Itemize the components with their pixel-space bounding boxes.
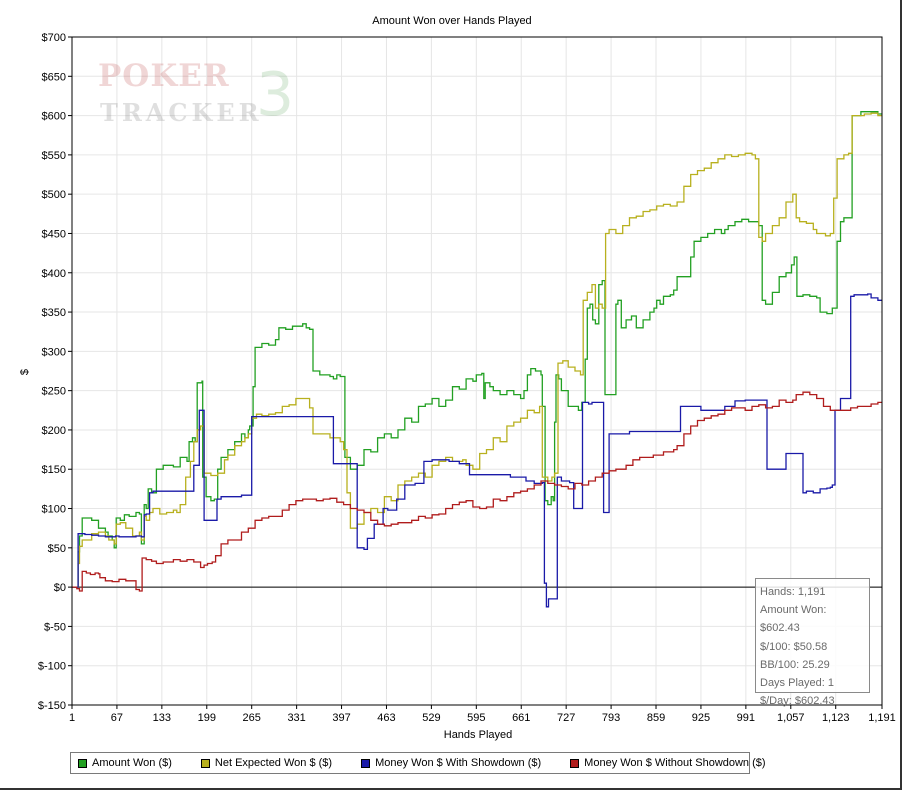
x-tick-label: 265: [243, 712, 261, 724]
y-tick-label: $450: [42, 228, 66, 240]
chart-title: Amount Won over Hands Played: [372, 15, 531, 27]
x-tick-label: 1,191: [868, 712, 896, 724]
stat-amount-won: Amount Won: $602.43: [760, 604, 827, 635]
legend-label: Net Expected Won $ ($): [214, 757, 333, 769]
legend-swatch: [200, 758, 210, 768]
x-tick-label: 199: [198, 712, 216, 724]
y-tick-label: $700: [42, 32, 66, 44]
y-axis-label: $: [19, 369, 31, 375]
stat-per-100: $/100: $50.58: [760, 640, 828, 653]
x-tick-label: 991: [737, 712, 755, 724]
legend-label: Amount Won ($): [92, 757, 172, 769]
x-tick-label: 925: [692, 712, 710, 724]
x-tick-label: 661: [512, 712, 530, 724]
legend-swatch: [570, 758, 580, 768]
legend-label: Money Won $ With Showdown ($): [375, 757, 542, 769]
legend-item-without-showdown[interactable]: Money Won $ Without Showdown ($): [570, 757, 766, 769]
y-tick-label: $600: [42, 111, 66, 123]
x-tick-label: 397: [332, 712, 350, 724]
legend-item-net-expected[interactable]: Net Expected Won $ ($): [200, 757, 333, 769]
y-tick-label: $-100: [38, 661, 66, 673]
stats-panel: Hands: 1,191 Amount Won: $602.43 $/100: …: [755, 578, 870, 707]
series-lines: [72, 111, 882, 608]
y-tick-label: $500: [42, 189, 66, 201]
y-tick-label: $350: [42, 307, 66, 319]
y-tick-label: $100: [42, 504, 66, 516]
x-tick-label: 67: [111, 712, 123, 724]
x-tick-label: 859: [647, 712, 665, 724]
x-tick-label: 595: [467, 712, 485, 724]
legend-swatch: [78, 758, 87, 768]
y-tick-label: $200: [42, 425, 66, 437]
y-tick-label: $0: [54, 582, 66, 594]
stat-hands: Hands: 1,191: [760, 586, 826, 598]
plot-border: [71, 36, 883, 706]
y-tick-label: $50: [48, 543, 66, 555]
legend-item-amount-won[interactable]: Amount Won ($): [78, 757, 172, 769]
legend-item-with-showdown[interactable]: Money Won $ With Showdown ($): [361, 757, 541, 769]
x-tick-label: 1: [69, 712, 75, 724]
chart-legend: Amount Won ($) Net Expected Won $ ($) Mo…: [70, 752, 766, 774]
y-tick-label: $400: [42, 268, 66, 280]
x-axis-ticks: 1 67 133 199 265 331 397 463 529 595 661 727 793 859 9…: [69, 705, 896, 724]
x-tick-label: 463: [377, 712, 395, 724]
stat-days-played: Days Played: 1: [760, 677, 834, 690]
series-line-3: [72, 391, 882, 592]
legend-label: Money Won $ Without Showdown ($): [584, 757, 766, 769]
stat-bb-per-100: BB/100: 25.29: [760, 658, 830, 671]
x-tick-label: 793: [602, 712, 620, 724]
x-tick-label: 331: [287, 712, 305, 724]
x-tick-label: 529: [422, 712, 440, 724]
y-axis-ticks: $-150 $-100 $-50 $0 $50 $100 $150 $200 $250 $300 $…: [38, 32, 72, 712]
series-line-1: [72, 112, 882, 588]
y-tick-label: $650: [42, 71, 66, 83]
y-tick-label: $150: [42, 464, 66, 476]
legend-swatch: [361, 758, 371, 768]
y-tick-label: $-50: [44, 621, 66, 633]
series-line-0: [72, 111, 882, 588]
y-tick-label: $250: [42, 386, 66, 398]
x-tick-label: 133: [153, 712, 171, 724]
y-tick-label: $-150: [38, 700, 66, 712]
x-tick-label: 1,123: [822, 712, 850, 724]
x-axis-label: Hands Played: [444, 729, 513, 741]
x-tick-label: 1,057: [777, 712, 805, 724]
x-tick-label: 727: [557, 712, 575, 724]
stat-per-day: $/Day: $602.43: [760, 695, 835, 708]
y-tick-label: $300: [42, 346, 66, 358]
series-line-2: [72, 293, 882, 608]
y-tick-label: $550: [42, 150, 66, 162]
